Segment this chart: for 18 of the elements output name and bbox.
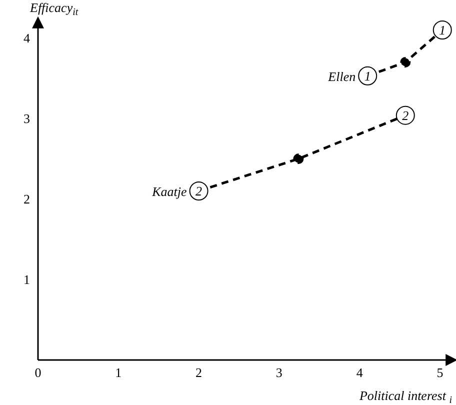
x-tick-label: 2 [196,365,202,380]
x-tick-label: 5 [436,365,444,380]
x-tick-label: 4 [356,365,364,380]
y-tick-label: 2 [24,192,30,207]
x-tick-label: 0 [34,365,42,380]
y-tick-label: 4 [24,30,30,46]
x-tick-label: 3 [276,365,282,380]
x-tick-label: 1 [115,365,122,380]
annotation: 2 [196,184,203,199]
series-label: Kaatje [151,184,188,199]
annotation: 1 [439,22,446,38]
annotation: 2 [402,108,410,123]
annotation: 1 [364,68,371,84]
y-tick-label: 3 [24,111,30,126]
y-axis-title: Efficacy$_{it}$ [29,0,78,18]
series-label: Ellen [327,68,356,84]
y-tick-label: 1 [24,272,30,288]
x-axis-title: Political interest $_{i}$ [358,388,452,405]
